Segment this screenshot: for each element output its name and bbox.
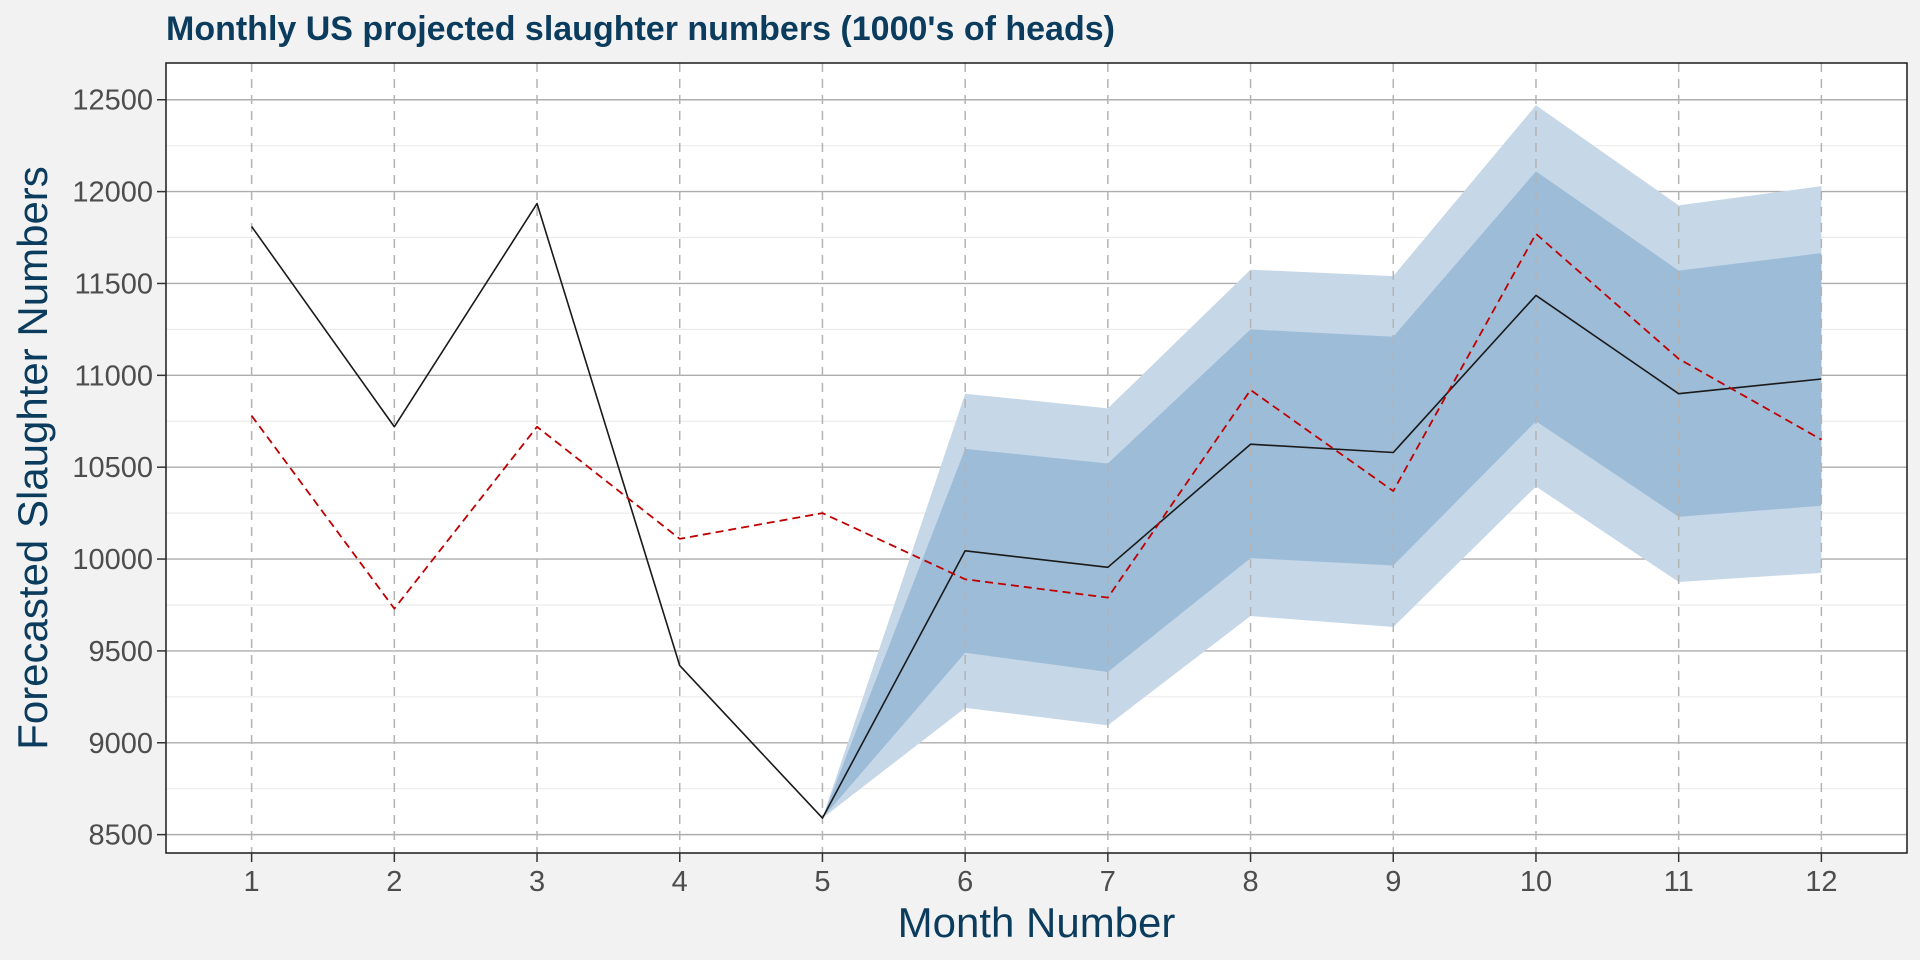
x-tick-label: 1 (244, 866, 260, 898)
y-tick-label: 10000 (72, 544, 153, 576)
y-tick-label: 9500 (88, 636, 153, 668)
y-tick-label: 12000 (72, 177, 153, 209)
x-tick-label: 8 (1242, 866, 1258, 898)
x-tick-label: 6 (957, 866, 973, 898)
y-tick-label: 10500 (72, 452, 153, 484)
x-tick-label: 7 (1100, 866, 1116, 898)
y-tick-label: 11000 (75, 360, 154, 392)
x-tick-label: 10 (1520, 866, 1552, 898)
x-tick-label: 12 (1805, 866, 1837, 898)
x-tick-label: 9 (1385, 866, 1401, 898)
x-axis-title: Month Number (898, 899, 1176, 946)
y-tick-label: 9000 (88, 728, 153, 760)
y-tick-label: 11500 (75, 268, 154, 300)
x-tick-label: 2 (386, 866, 402, 898)
x-tick-label: 4 (672, 866, 688, 898)
y-tick-label: 8500 (88, 820, 153, 852)
x-tick-label: 5 (814, 866, 830, 898)
x-tick-label: 3 (529, 866, 545, 898)
y-axis-title: Forecasted Slaughter Numbers (9, 166, 56, 750)
chart-title: Monthly US projected slaughter numbers (… (166, 10, 1115, 48)
x-tick-label: 11 (1664, 866, 1694, 898)
y-tick-label: 12500 (72, 85, 153, 117)
